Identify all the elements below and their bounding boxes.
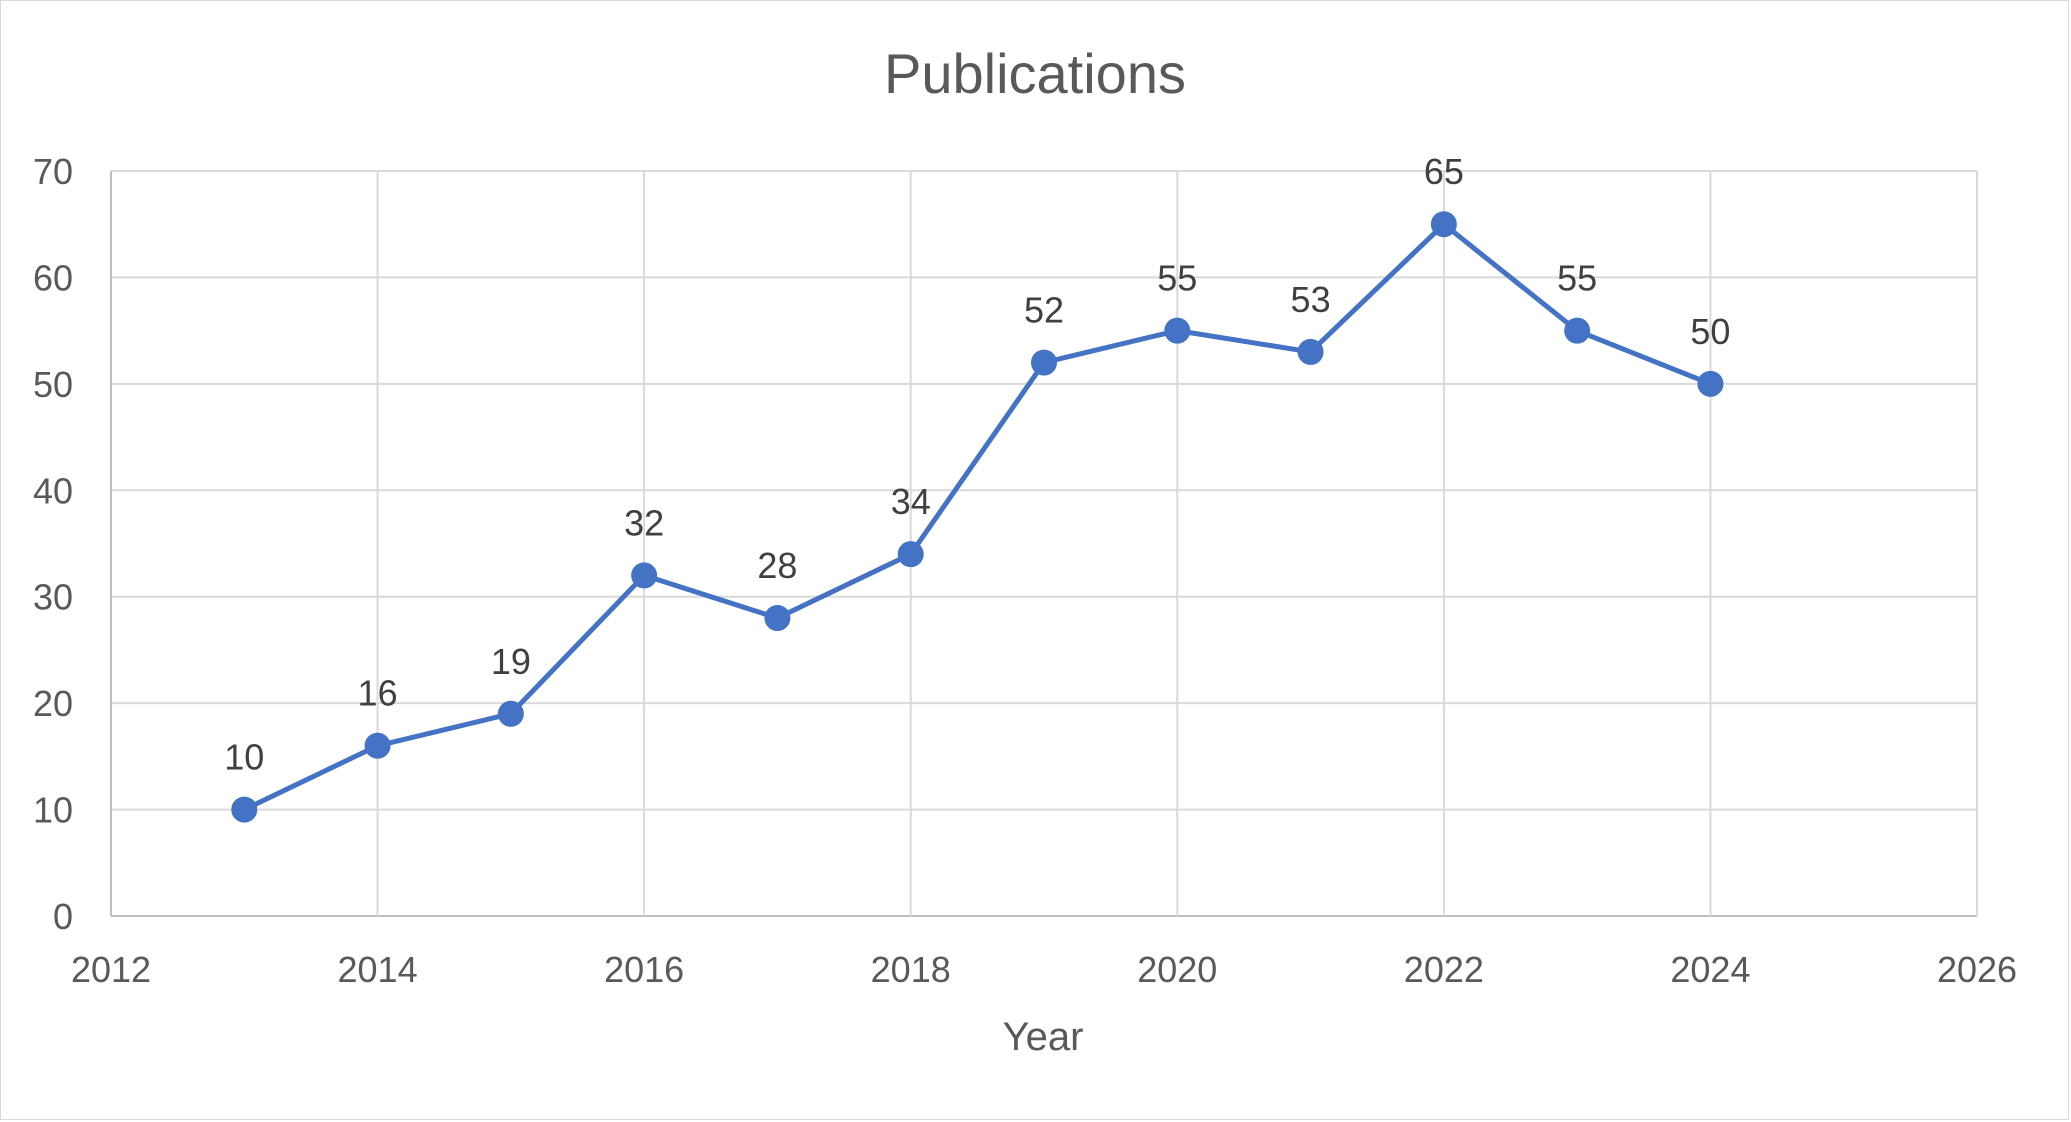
y-tick-label: 70: [33, 151, 73, 192]
x-tick-label: 2022: [1404, 949, 1484, 990]
data-point: [231, 796, 258, 823]
y-tick-label: 30: [33, 577, 73, 618]
data-point: [1697, 370, 1724, 397]
x-tick-label: 2020: [1137, 949, 1217, 990]
data-point: [364, 732, 391, 759]
data-label: 32: [624, 502, 664, 543]
data-label: 10: [224, 737, 264, 778]
data-label: 28: [757, 545, 797, 586]
chart-title: Publications: [884, 42, 1186, 105]
x-tick-label: 2014: [338, 949, 418, 990]
data-label: 55: [1157, 258, 1197, 299]
data-point: [497, 700, 524, 727]
data-label: 34: [891, 481, 931, 522]
data-label: 50: [1690, 311, 1730, 352]
y-tick-label: 20: [33, 683, 73, 724]
data-label: 55: [1557, 258, 1597, 299]
data-label: 19: [491, 641, 531, 682]
data-point: [1031, 349, 1057, 376]
data-point: [764, 605, 791, 631]
y-tick-labels: 0 10 20 30 40 50 60 70: [33, 151, 73, 937]
y-tick-label: 0: [53, 896, 73, 937]
data-point: [1164, 317, 1191, 344]
y-tick-label: 40: [33, 470, 73, 511]
data-label-layer: 10 16 19 32 28 34 52 55 53 65 55 50: [224, 151, 1730, 777]
x-tick-label: 2026: [1937, 949, 2017, 990]
data-label: 65: [1424, 151, 1464, 192]
grid-layer: [110, 170, 1978, 917]
data-point: [1430, 211, 1457, 238]
x-axis-title: Year: [1003, 1015, 1084, 1059]
y-tick-label: 50: [33, 364, 73, 405]
data-label: 16: [358, 673, 398, 714]
y-tick-label: 10: [33, 790, 73, 831]
data-label: 52: [1024, 290, 1064, 331]
x-tick-label: 2018: [871, 949, 951, 990]
x-tick-label: 2024: [1670, 949, 1750, 990]
data-label: 53: [1291, 279, 1331, 320]
y-tick-label: 60: [33, 257, 73, 298]
series-layer: [231, 211, 1724, 823]
data-point: [631, 562, 658, 589]
series-line: [241, 221, 1713, 813]
x-tick-labels: 2012 2014 2016 2018 2020 2022 2024 2026: [71, 949, 2017, 990]
data-point: [1297, 338, 1324, 365]
x-tick-label: 2012: [71, 949, 151, 990]
x-tick-label: 2016: [604, 949, 684, 990]
data-point: [1564, 317, 1591, 344]
data-point: [897, 541, 924, 568]
